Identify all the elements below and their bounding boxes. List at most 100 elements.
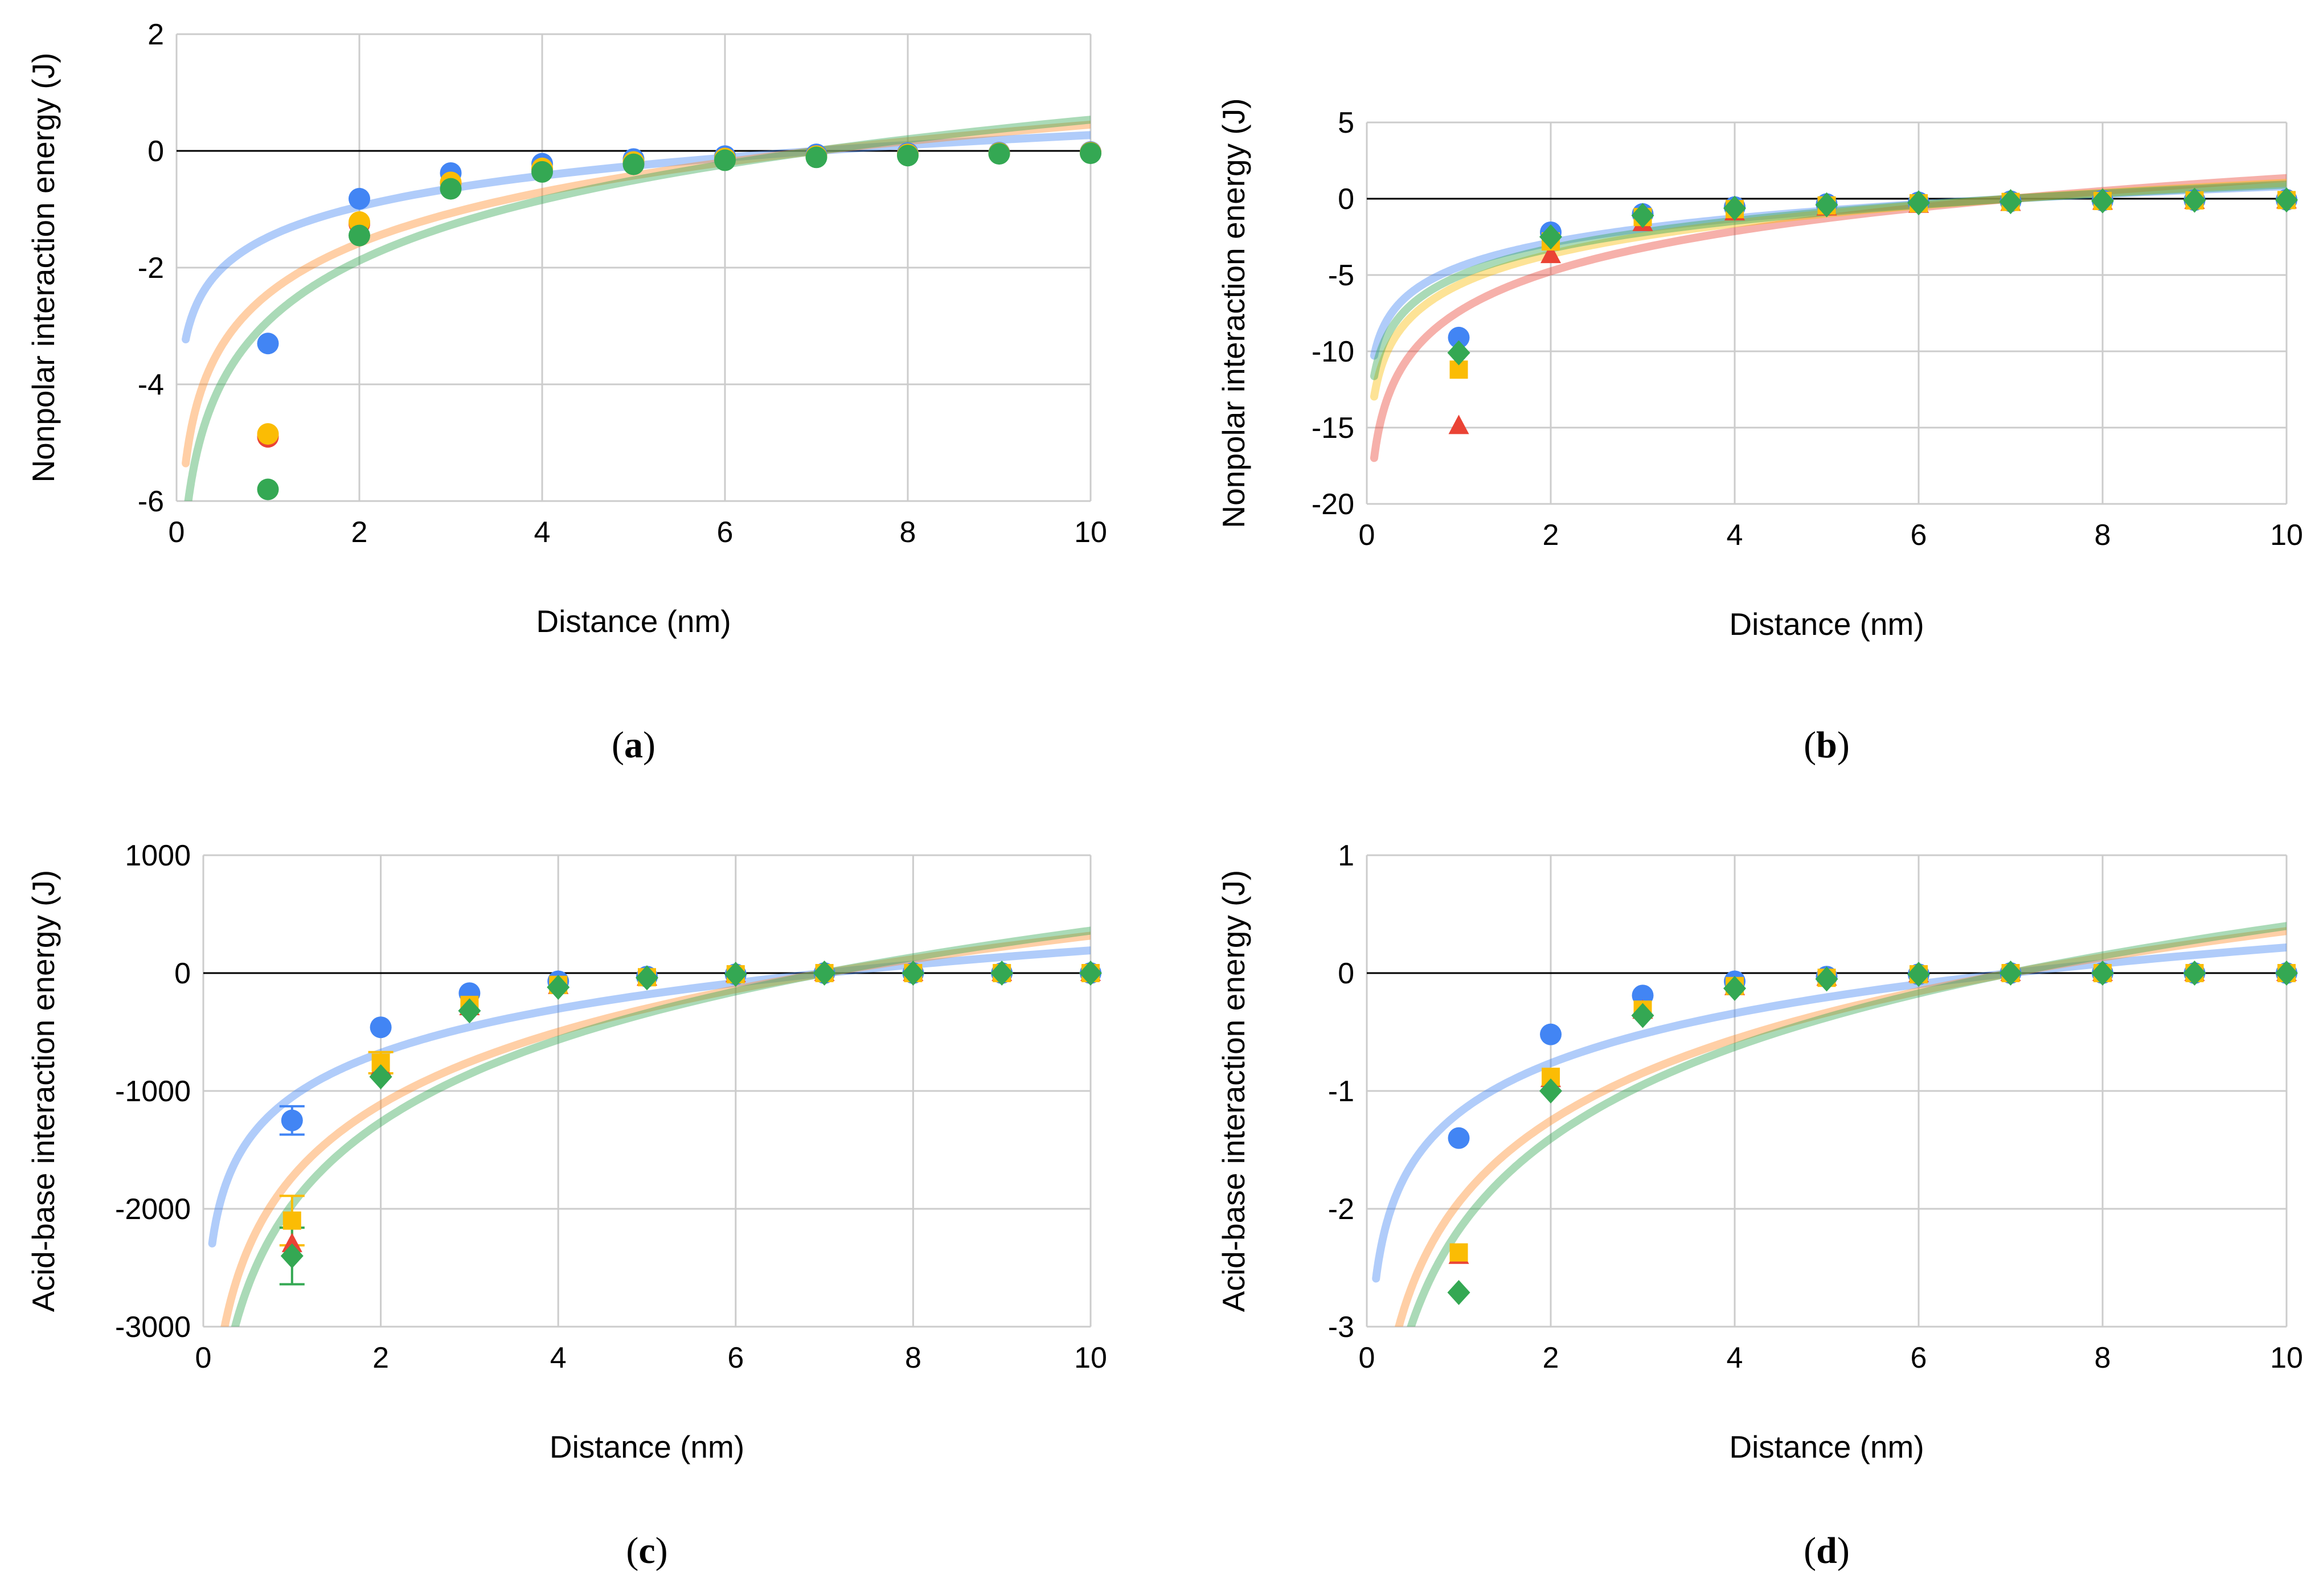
y-tick-label: -4 — [138, 368, 164, 401]
point-green — [458, 998, 481, 1024]
x-tick-label: 6 — [1911, 519, 1927, 552]
y-tick-label: -10 — [1312, 335, 1354, 368]
point-yellow — [1449, 1243, 1468, 1262]
point-green — [902, 961, 925, 986]
point-green — [1631, 203, 1654, 228]
point-green — [1999, 189, 2022, 215]
point-red — [281, 1233, 302, 1253]
x-tick-label: 4 — [534, 516, 551, 549]
y-tick-label: 1 — [1338, 839, 1354, 872]
point-green — [257, 478, 279, 500]
x-tick-label: 8 — [900, 516, 916, 549]
x-tick-label: 8 — [905, 1341, 921, 1375]
x-tick-label: 8 — [2095, 519, 2111, 552]
y-tick-label: -15 — [1312, 412, 1354, 445]
point-green — [2275, 961, 2298, 986]
x-tick-label: 4 — [550, 1341, 567, 1375]
point-yellow — [257, 423, 279, 445]
point-green — [2091, 188, 2114, 214]
point-blue — [370, 1016, 392, 1039]
y-tick-label: -2000 — [115, 1193, 191, 1226]
x-axis-label: Distance (nm) — [1729, 1429, 1924, 1464]
point-red — [1540, 244, 1561, 264]
y-tick-label: 0 — [174, 957, 191, 990]
panel-a: 0 2 4 6 8 10 -6 -4 -2 0 2 Distance (nm) Nonpolar int… — [26, 18, 1107, 766]
x-axis-label: Distance (nm) — [550, 1429, 744, 1464]
point-green — [1447, 340, 1470, 366]
x-tick-label: 6 — [727, 1341, 744, 1375]
point-red — [1448, 415, 1469, 434]
x-tick-label: 0 — [169, 516, 185, 549]
point-green — [1080, 142, 1101, 165]
y-tick-label: -6 — [138, 485, 164, 518]
point-blue — [349, 188, 370, 210]
point-green — [2275, 187, 2298, 213]
x-tick-label: 4 — [1727, 519, 1743, 552]
x-tick-label: 4 — [1727, 1341, 1743, 1375]
panel-c: 0 2 4 6 8 10 -3000 -2000 -1000 0 1000 Distance (nm)… — [26, 839, 1107, 1572]
point-yellow — [282, 1211, 301, 1230]
point-green — [622, 153, 645, 175]
panel-label: (d) — [1804, 1530, 1850, 1572]
point-green — [547, 974, 570, 1000]
y-tick-label: -2 — [138, 252, 164, 285]
point-green — [280, 1243, 304, 1269]
panel-label: (b) — [1804, 724, 1850, 766]
point-green — [636, 965, 658, 991]
panel-b: 0 2 4 6 8 10 -20 -15 -10 -5 0 5 Distance (nm) Nonpola… — [1216, 98, 2303, 766]
point-green — [1539, 1078, 1562, 1103]
x-axis-label: Distance (nm) — [536, 604, 731, 639]
trendline-blue — [182, 131, 1091, 343]
y-tick-label: -20 — [1312, 488, 1354, 521]
point-green — [1079, 961, 1102, 986]
x-tick-label: 0 — [1359, 519, 1375, 552]
point-green — [988, 143, 1010, 165]
x-tick-label: 2 — [1543, 1341, 1559, 1375]
point-blue — [1540, 1023, 1562, 1045]
point-green — [805, 146, 827, 169]
point-green — [1907, 190, 1930, 216]
point-green — [1815, 192, 1838, 218]
panel-label: (c) — [626, 1530, 667, 1572]
y-tick-label: -2 — [1328, 1193, 1354, 1226]
y-tick-label: -5 — [1328, 259, 1354, 292]
panel-label: (a) — [612, 724, 655, 766]
point-green — [724, 962, 747, 987]
trendline-green — [1370, 180, 2287, 380]
trendline-red — [1370, 174, 2287, 462]
y-tick-label: -3000 — [115, 1311, 191, 1344]
point-green — [369, 1064, 392, 1090]
trendline-blue — [1372, 943, 2287, 1283]
y-axis-label: Nonpolar interaction energy (J) — [26, 52, 61, 482]
x-tick-label: 6 — [717, 516, 734, 549]
y-tick-label: -1 — [1328, 1075, 1354, 1108]
point-green — [1539, 224, 1562, 249]
point-green — [1447, 1279, 1470, 1305]
trendline-yellow — [1370, 179, 2287, 401]
x-tick-label: 10 — [2270, 519, 2303, 552]
trendline-orange — [220, 932, 1091, 1327]
point-green — [813, 961, 836, 986]
x-tick-label: 0 — [1359, 1341, 1375, 1375]
x-tick-label: 8 — [2095, 1341, 2111, 1375]
point-green — [990, 961, 1014, 986]
trendline-blue — [208, 946, 1091, 1248]
point-blue — [1448, 326, 1470, 348]
x-tick-label: 2 — [372, 1341, 389, 1375]
point-green — [1723, 975, 1746, 1001]
point-green — [897, 145, 919, 167]
trendline-green — [231, 926, 1091, 1327]
point-green — [1907, 962, 1930, 987]
y-tick-label: 0 — [148, 135, 164, 168]
trendline-orange — [1395, 927, 2287, 1327]
y-tick-label: 2 — [148, 18, 164, 51]
x-tick-label: 2 — [1543, 519, 1559, 552]
point-blue — [257, 333, 279, 355]
y-tick-label: 0 — [1338, 957, 1354, 990]
y-tick-label: 0 — [1338, 183, 1354, 216]
x-tick-label: 10 — [1074, 516, 1107, 549]
point-blue — [1448, 1127, 1470, 1149]
trendline-green — [184, 116, 1091, 501]
trendline-blue — [1370, 182, 2287, 360]
